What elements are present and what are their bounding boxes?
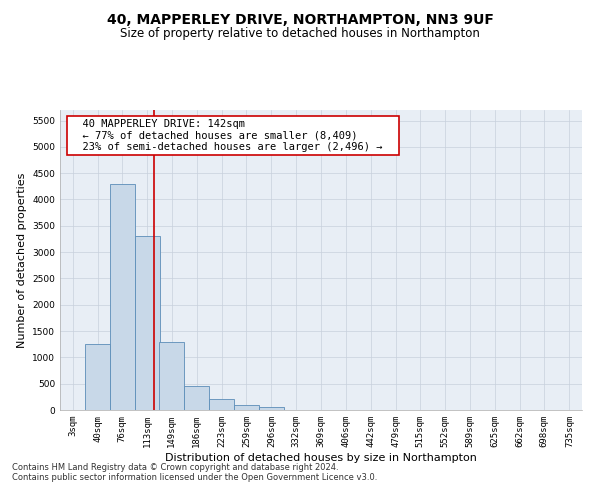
Text: Contains HM Land Registry data © Crown copyright and database right 2024.: Contains HM Land Registry data © Crown c… xyxy=(12,462,338,471)
Bar xyxy=(259,407,284,410)
Text: 40, MAPPERLEY DRIVE, NORTHAMPTON, NN3 9UF: 40, MAPPERLEY DRIVE, NORTHAMPTON, NN3 9U… xyxy=(107,12,493,26)
Bar xyxy=(234,406,259,410)
Text: Size of property relative to detached houses in Northampton: Size of property relative to detached ho… xyxy=(120,28,480,40)
Text: 40 MAPPERLEY DRIVE: 142sqm
  ← 77% of detached houses are smaller (8,409)
  23% : 40 MAPPERLEY DRIVE: 142sqm ← 77% of deta… xyxy=(70,119,395,152)
Bar xyxy=(184,386,209,410)
Bar xyxy=(85,344,110,410)
Y-axis label: Number of detached properties: Number of detached properties xyxy=(17,172,26,348)
Bar xyxy=(110,184,134,410)
Bar xyxy=(159,342,184,410)
Bar xyxy=(134,236,160,410)
Bar xyxy=(209,400,235,410)
Text: Contains public sector information licensed under the Open Government Licence v3: Contains public sector information licen… xyxy=(12,472,377,482)
X-axis label: Distribution of detached houses by size in Northampton: Distribution of detached houses by size … xyxy=(165,452,477,462)
